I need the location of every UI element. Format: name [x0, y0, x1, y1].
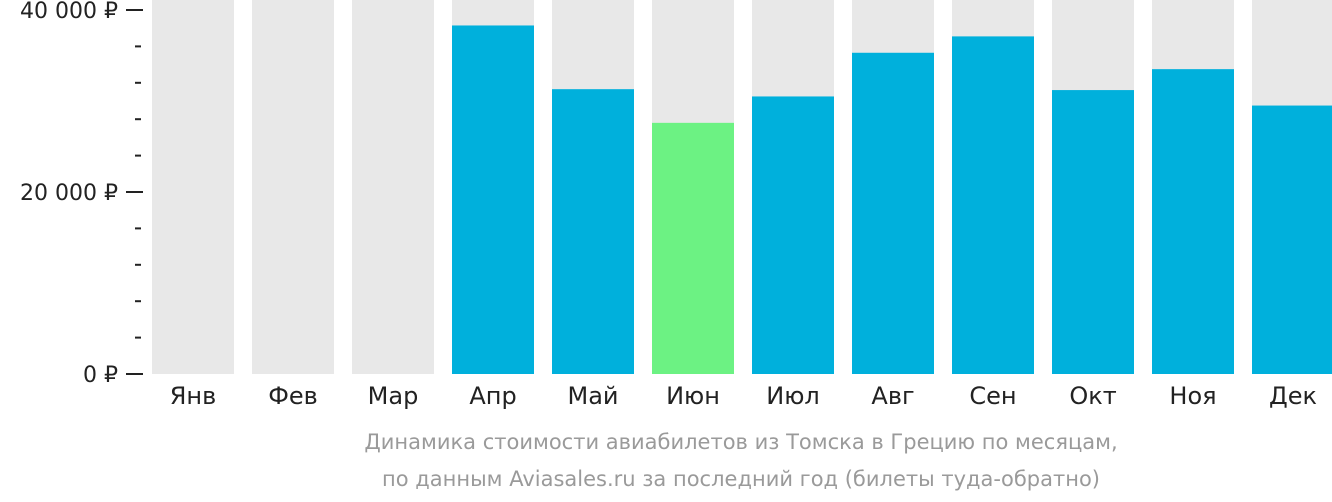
x-tick-label-10: Окт — [1069, 382, 1116, 410]
bar-12[interactable] — [1252, 105, 1332, 375]
bar-7[interactable] — [752, 96, 834, 374]
x-tick-label-6: Июн — [666, 382, 720, 410]
x-tick-label-3: Мар — [368, 382, 419, 410]
bar-8[interactable] — [852, 52, 934, 375]
x-tick-label-5: Май — [567, 382, 618, 410]
y-tick-label-3: 40 000 ₽ — [20, 0, 118, 24]
x-tick-label-2: Фев — [268, 382, 318, 410]
bar-track-2 — [252, 0, 334, 374]
chart-caption-line-1: Динамика стоимости авиабилетов из Томска… — [364, 430, 1118, 454]
bar-10[interactable] — [1052, 90, 1134, 374]
bar-4[interactable] — [452, 25, 534, 374]
y-tick-label-1: 0 ₽ — [83, 363, 118, 388]
bar-5[interactable] — [552, 89, 634, 375]
bar-track-3 — [352, 0, 434, 374]
bar-6[interactable] — [652, 122, 734, 374]
y-axis: 0 ₽ 20 000 ₽ 40 000 ₽ — [20, 0, 143, 388]
x-tick-label-4: Апр — [469, 382, 516, 410]
x-tick-label-9: Сен — [969, 382, 1016, 410]
bar-track-1 — [152, 0, 234, 374]
y-tick-label-2: 20 000 ₽ — [20, 181, 118, 206]
x-tick-label-11: Ноя — [1169, 382, 1216, 410]
x-axis: Янв Фев Мар Апр Май Июн Июл Авг Сен Окт Ноя Дек — [170, 382, 1317, 410]
chart-caption-line-2: по данным Aviasales.ru за последний год … — [382, 467, 1100, 491]
x-tick-label-8: Авг — [871, 382, 914, 410]
bars — [452, 25, 1332, 375]
bar-9[interactable] — [952, 36, 1034, 374]
x-tick-label-1: Янв — [170, 382, 217, 410]
x-tick-label-12: Дек — [1269, 382, 1317, 410]
x-tick-label-7: Июл — [766, 382, 820, 410]
bar-11[interactable] — [1152, 69, 1234, 375]
